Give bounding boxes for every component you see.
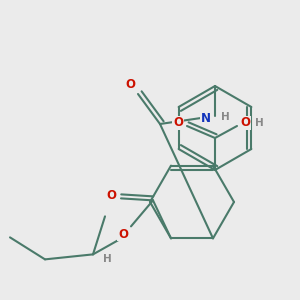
Text: H: H (220, 112, 230, 122)
Text: O: O (125, 77, 135, 91)
Text: O: O (240, 116, 250, 130)
Text: N: N (201, 112, 211, 124)
Text: O: O (106, 189, 116, 202)
Text: H: H (255, 118, 263, 128)
Text: O: O (118, 228, 128, 241)
Text: H: H (103, 254, 111, 264)
Text: O: O (173, 116, 183, 130)
